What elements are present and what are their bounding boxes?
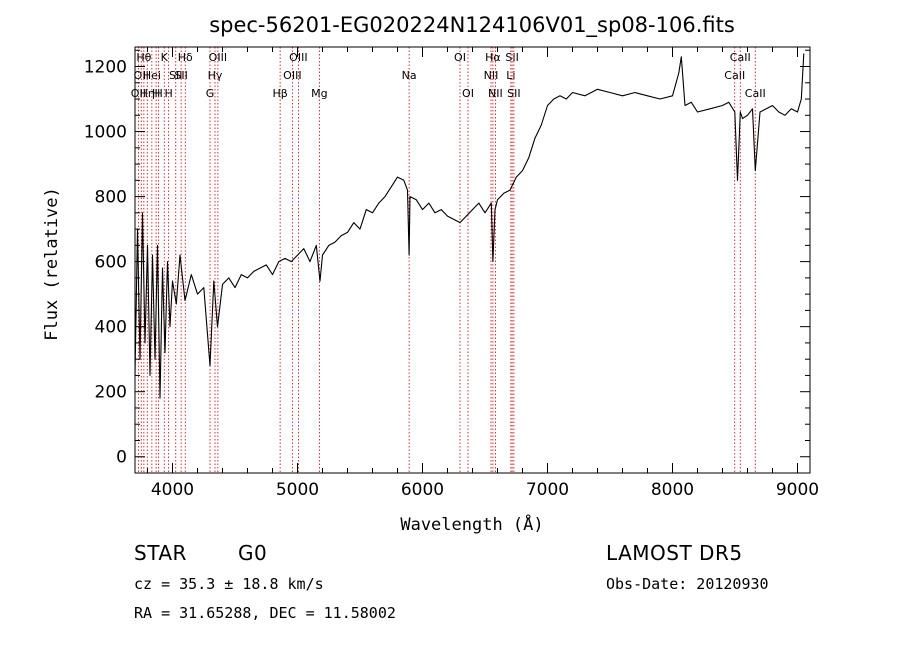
line-marker-label-12: G bbox=[206, 87, 215, 100]
chart-title: spec-56201-EG020224N124106V01_sp08-106.f… bbox=[209, 13, 735, 38]
line-marker-label-1: OII bbox=[134, 69, 149, 82]
line-marker-label-23: Hα bbox=[485, 51, 501, 64]
line-marker-label-25: Li bbox=[506, 69, 515, 82]
line-marker-label-27: SII bbox=[507, 87, 520, 100]
line-marker-label-16: OIII bbox=[283, 69, 301, 82]
spectral-line-markers: OIIOIIHθHηHeiHHKHSIISIIHδGHγOIIIHβOIIIOI… bbox=[131, 47, 766, 473]
line-marker-label-13: Hγ bbox=[208, 69, 223, 82]
x-tick-label-1: 5000 bbox=[276, 480, 319, 500]
x-tick-label-5: 9000 bbox=[776, 480, 819, 500]
y-tick-label-1: 200 bbox=[95, 383, 127, 403]
x-tick-label-0: 4000 bbox=[151, 480, 194, 500]
y-tick-label-4: 800 bbox=[95, 188, 127, 208]
line-marker-label-17: OIII bbox=[289, 51, 307, 64]
x-tick-label-4: 8000 bbox=[651, 480, 694, 500]
line-marker-label-15: Hβ bbox=[272, 87, 287, 100]
line-marker-label-29: CaII bbox=[730, 51, 751, 64]
survey-name: LAMOST DR5 bbox=[606, 541, 743, 565]
line-marker-label-21: OI bbox=[462, 87, 474, 100]
line-marker-label-20: OI bbox=[454, 51, 466, 64]
line-marker-label-4: Hei bbox=[143, 69, 161, 82]
line-marker-label-3: Hη bbox=[140, 87, 155, 100]
coordinates: RA = 31.65288, DEC = 11.58002 bbox=[134, 604, 396, 622]
line-marker-label-10: SII bbox=[174, 69, 187, 82]
x-axis: 4000 5000 6000 7000 8000 9000 bbox=[147, 47, 819, 500]
line-marker-label-11: Hδ bbox=[178, 51, 193, 64]
line-marker-label-5: H bbox=[152, 87, 160, 100]
line-marker-label-7: K bbox=[161, 51, 169, 64]
line-marker-label-26: SII bbox=[505, 51, 518, 64]
spectrum-series bbox=[134, 53, 805, 399]
line-marker-label-9: SII bbox=[169, 69, 182, 82]
y-tick-label-2: 400 bbox=[95, 318, 127, 338]
y-tick-label-3: 600 bbox=[95, 253, 127, 273]
redshift-velocity: cz = 35.3 ± 18.8 km/s bbox=[134, 575, 324, 593]
y-axis: 0 200 400 600 800 1000 1200 bbox=[84, 49, 810, 468]
line-marker-label-8: H bbox=[164, 87, 172, 100]
y-tick-label-5: 1000 bbox=[84, 123, 127, 143]
observation-date: Obs-Date: 20120930 bbox=[606, 575, 769, 593]
line-marker-label-30: CaII bbox=[745, 87, 766, 100]
x-tick-label-2: 6000 bbox=[401, 480, 444, 500]
line-marker-label-24: NII bbox=[488, 87, 503, 100]
plot-frame bbox=[134, 46, 811, 474]
y-tick-label-6: 1200 bbox=[84, 58, 127, 78]
y-axis-label: Flux (relative) bbox=[42, 187, 62, 341]
line-marker-label-2: Hθ bbox=[136, 51, 151, 64]
line-marker-label-14: OIII bbox=[209, 51, 227, 64]
spectrum-line-0 bbox=[134, 53, 805, 399]
x-axis-label: Wavelength (Å) bbox=[400, 513, 543, 535]
x-tick-label-3: 7000 bbox=[526, 480, 569, 500]
y-tick-label-0: 0 bbox=[116, 448, 127, 468]
line-marker-label-28: CaII bbox=[724, 69, 745, 82]
line-marker-label-6: H bbox=[154, 87, 162, 100]
line-marker-label-18: Mg bbox=[311, 87, 327, 100]
object-class: STAR bbox=[134, 541, 187, 565]
line-marker-label-22: NII bbox=[484, 69, 499, 82]
line-marker-label-19: Na bbox=[402, 69, 417, 82]
object-subclass: G0 bbox=[238, 541, 268, 565]
